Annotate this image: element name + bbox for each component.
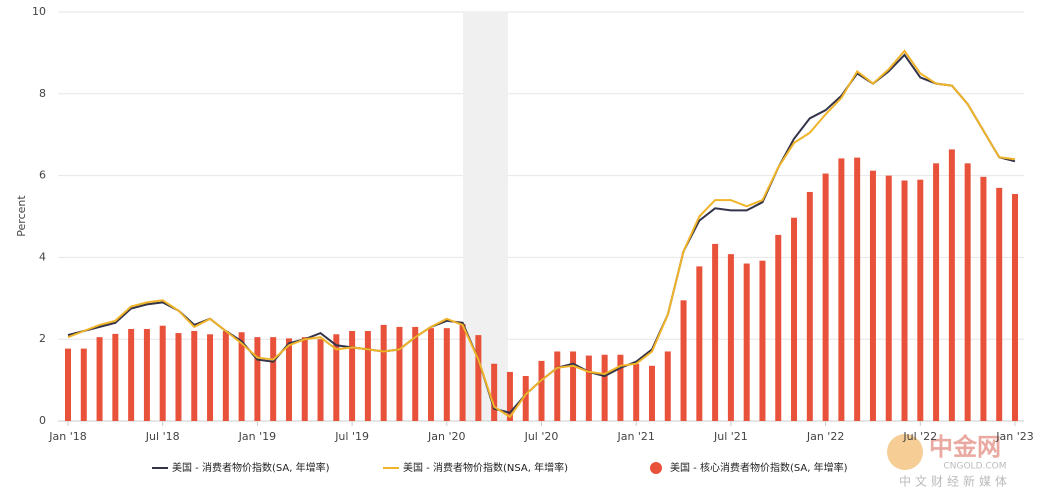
bar <box>254 337 261 421</box>
bar <box>443 328 450 421</box>
x-tick-label: Jan '18 <box>48 430 86 443</box>
bar <box>96 337 103 421</box>
bar <box>112 333 119 421</box>
bar <box>806 191 813 421</box>
bar <box>570 351 577 421</box>
legend-label: 美国 - 核心消费者物价指数(SA, 年增率) <box>670 461 848 474</box>
bar <box>143 328 150 421</box>
bar <box>712 243 719 421</box>
bar <box>333 334 340 421</box>
bar <box>664 351 671 421</box>
x-tick-label: Jul '20 <box>524 430 559 443</box>
legend-label: 美国 - 消费者物价指数(SA, 年增率) <box>172 461 330 474</box>
line <box>67 49 1016 419</box>
y-tick-label: 8 <box>39 87 46 100</box>
bar <box>680 300 687 421</box>
bar <box>428 328 435 421</box>
bar <box>65 348 71 421</box>
bar <box>1012 194 1018 421</box>
recession-band <box>463 12 508 421</box>
bar <box>648 365 655 421</box>
y-tick-label: 2 <box>39 332 46 345</box>
bar <box>128 328 135 421</box>
y-tick-label: 6 <box>39 169 46 182</box>
bar <box>696 266 703 421</box>
bar <box>238 332 245 421</box>
bar <box>617 354 624 421</box>
y-axis-label: Percent <box>15 195 28 237</box>
bar <box>869 170 876 421</box>
bar <box>933 163 940 421</box>
bar <box>412 326 419 421</box>
bar <box>364 331 371 421</box>
legend: 美国 - 消费者物价指数(SA, 年增率) 美国 - 消费者物价指数(NSA, 年… <box>152 461 848 474</box>
legend-symbol <box>650 462 662 474</box>
bar <box>885 175 892 421</box>
bar <box>491 363 498 421</box>
bar <box>585 355 592 421</box>
bar <box>222 331 229 421</box>
bar <box>996 187 1003 421</box>
bar <box>980 176 987 421</box>
bar <box>759 260 766 421</box>
bar <box>522 376 529 421</box>
x-tick-label: Jan '19 <box>238 430 276 443</box>
bar <box>317 339 324 421</box>
bar <box>159 325 166 421</box>
x-tick-label: Jul '19 <box>334 430 369 443</box>
bar <box>601 354 608 421</box>
bar <box>791 217 798 421</box>
bar <box>191 331 198 421</box>
watermark-logo <box>887 434 923 470</box>
legend-label: 美国 - 消费者物价指数(NSA, 年增率) <box>403 461 568 474</box>
bar <box>964 163 971 421</box>
x-tick-label: Jul '21 <box>713 430 748 443</box>
watermark: 中金网 CNGOLD.COM 中文财经新媒体 <box>887 433 1011 489</box>
bar <box>380 324 387 421</box>
watermark-url: CNGOLD.COM <box>943 462 1006 472</box>
bar <box>285 338 292 421</box>
x-tick-label: Jul '22 <box>902 430 937 443</box>
y-tick-label: 10 <box>32 5 46 18</box>
bar <box>207 334 214 421</box>
bar <box>80 348 87 421</box>
bar <box>459 324 466 421</box>
bar <box>349 331 356 421</box>
bar <box>822 173 829 421</box>
bar <box>727 254 734 421</box>
x-tick-label: Jan '22 <box>806 430 844 443</box>
bar <box>948 149 955 421</box>
bar <box>917 179 924 421</box>
x-tick-label: Jan '21 <box>616 430 654 443</box>
bar <box>506 371 513 421</box>
bar <box>775 234 782 421</box>
bar <box>838 158 845 421</box>
bar <box>743 263 750 421</box>
bar <box>396 326 403 421</box>
bar <box>475 335 482 421</box>
bar <box>901 180 908 421</box>
y-tick-label: 0 <box>39 414 46 427</box>
bar <box>175 333 182 421</box>
bar <box>270 337 277 421</box>
watermark-name: 中金网 <box>929 433 1001 461</box>
bar <box>854 157 861 421</box>
x-tick-label: Jan '20 <box>427 430 465 443</box>
y-tick-label: 4 <box>39 250 46 263</box>
x-tick-label: Jul '18 <box>145 430 180 443</box>
bar <box>538 360 545 421</box>
bar <box>301 337 308 421</box>
bar <box>554 351 561 421</box>
bar <box>633 363 640 421</box>
x-tick-label: Jan '23 <box>995 430 1033 443</box>
watermark-slogan: 中文财经新媒体 <box>899 474 1011 489</box>
